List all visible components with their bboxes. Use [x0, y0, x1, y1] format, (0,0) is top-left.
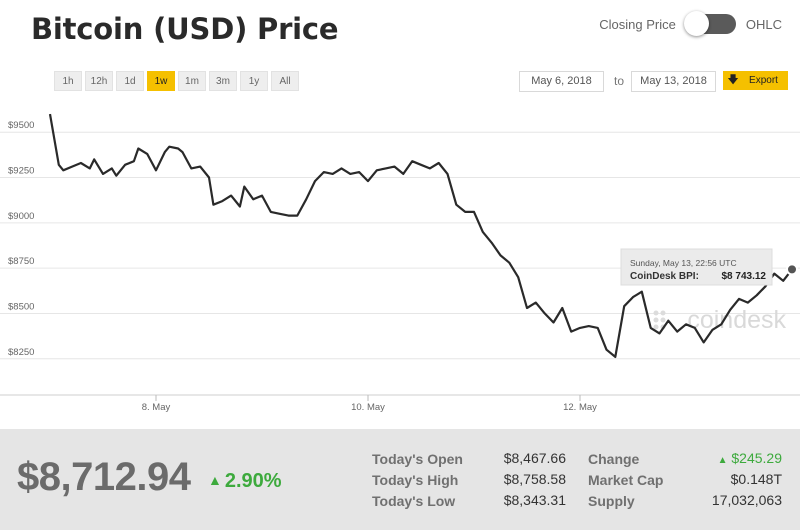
up-triangle-icon: ▲ [208, 472, 222, 488]
range-button-1d[interactable]: 1d [116, 71, 144, 91]
range-button-1y[interactable]: 1y [240, 71, 268, 91]
stats-footer: $8,712.94 ▲ 2.90% Today's Open $8,467.66 … [0, 429, 800, 530]
ohlc-label: OHLC [745, 16, 782, 32]
y-tick-label: $8250 [8, 347, 34, 358]
end-date-input[interactable]: May 13, 2018 [631, 71, 716, 92]
x-tick-label: 8. May [142, 402, 171, 413]
time-range-buttons: 1h 12h 1d 1w 1m 3m 1y All [54, 71, 299, 91]
change-value: ▲ $245.29 [718, 450, 782, 466]
todays-open-value: $8,467.66 [503, 450, 566, 466]
chart-tooltip: Sunday, May 13, 22:56 UTC CoinDesk BPI: … [620, 248, 773, 286]
range-button-1h[interactable]: 1h [54, 71, 82, 91]
chart-grid [0, 131, 800, 360]
percent-change-value: 2.90% [224, 470, 282, 492]
current-price: $8,712.94 [17, 455, 191, 499]
supply-label: Supply [588, 493, 635, 509]
closing-price-label: Closing Price [599, 16, 676, 32]
todays-open-label: Today's Open [372, 451, 463, 467]
y-axis-labels: $9500 $9250 $9000 $8750 $8500 $8250 [8, 120, 34, 358]
todays-high-label: Today's High [372, 472, 459, 488]
start-date-input[interactable]: May 6, 2018 [519, 71, 604, 92]
date-range-to-label: to [614, 74, 625, 88]
y-tick-label: $9500 [8, 120, 34, 131]
toggle-knob[interactable] [683, 11, 709, 36]
range-button-1m[interactable]: 1m [178, 71, 206, 91]
export-label: Export [749, 75, 778, 86]
x-tick-label: 10. May [351, 402, 385, 413]
download-arrow-icon: 🡇 [727, 74, 739, 86]
range-button-12h[interactable]: 12h [85, 71, 113, 91]
coindesk-watermark: coindesk [687, 306, 786, 334]
market-cap-label: Market Cap [588, 472, 664, 488]
change-amount: $245.29 [731, 450, 782, 466]
y-tick-label: $9250 [8, 166, 34, 177]
todays-low-value: $8,343.31 [503, 492, 566, 508]
range-button-3m[interactable]: 3m [209, 71, 237, 91]
market-cap-value: $0.148T [730, 471, 782, 487]
x-axis: 8. May 10. May 12. May [0, 394, 800, 413]
price-chart[interactable]: $9500 $9250 $9000 $8750 $8500 $8250 8. May 10.… [0, 95, 800, 425]
hover-point-marker [786, 263, 798, 276]
supply-value: 17,032,063 [711, 492, 782, 508]
price-series-line [48, 113, 793, 358]
watermark-dots-icon [653, 310, 666, 330]
price-mode-toggle[interactable] [683, 11, 736, 36]
y-tick-label: $8500 [8, 301, 34, 312]
price-mode-toggle-group: Closing Price OHLC [599, 11, 782, 36]
change-label: Change [588, 451, 640, 467]
y-tick-label: $9000 [8, 211, 34, 222]
tooltip-label: CoinDesk BPI: [630, 271, 699, 282]
y-tick-label: $8750 [8, 256, 34, 267]
tooltip-value: $8 743.12 [722, 271, 767, 282]
export-button[interactable]: 🡇 Export [723, 71, 788, 90]
range-button-all[interactable]: All [271, 71, 299, 91]
range-button-1w[interactable]: 1w [147, 71, 175, 91]
x-tick-label: 12. May [563, 402, 597, 413]
tooltip-timestamp: Sunday, May 13, 22:56 UTC [630, 258, 737, 268]
page-title: Bitcoin (USD) Price [31, 12, 339, 46]
percent-change: ▲ 2.90% [208, 470, 282, 493]
change-up-triangle-icon: ▲ [717, 455, 728, 466]
todays-high-value: $8,758.58 [503, 471, 566, 487]
todays-low-label: Today's Low [372, 493, 456, 509]
